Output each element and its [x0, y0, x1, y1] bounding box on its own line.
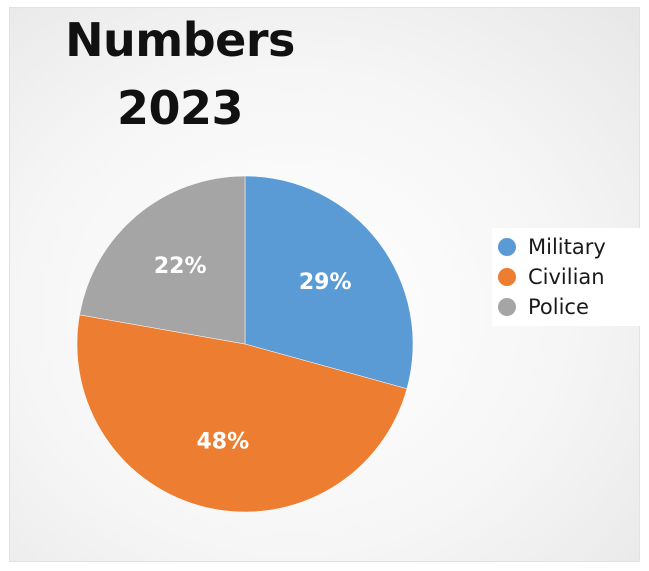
legend-marker-military	[498, 238, 516, 256]
data-label-civilian: 48%	[196, 429, 249, 454]
legend-marker-police	[498, 298, 516, 316]
chart-title-line-2: 2023	[116, 81, 244, 135]
chart-legend: Military Civilian Police	[492, 228, 649, 326]
pie-slice-police	[79, 175, 246, 345]
legend-item-civilian: Civilian	[498, 262, 648, 292]
pie-slice-civilian	[76, 314, 408, 513]
chart-title-line-1: Numbers	[65, 13, 295, 67]
legend-item-military: Military	[498, 232, 648, 262]
legend-label-civilian: Civilian	[528, 265, 605, 289]
data-label-police: 22%	[154, 254, 207, 279]
legend-label-military: Military	[528, 235, 606, 259]
pie-slice-military	[244, 175, 414, 390]
legend-label-police: Police	[528, 295, 589, 319]
legend-item-police: Police	[498, 292, 648, 322]
data-label-military: 29%	[299, 270, 352, 295]
legend-marker-civilian	[498, 268, 516, 286]
